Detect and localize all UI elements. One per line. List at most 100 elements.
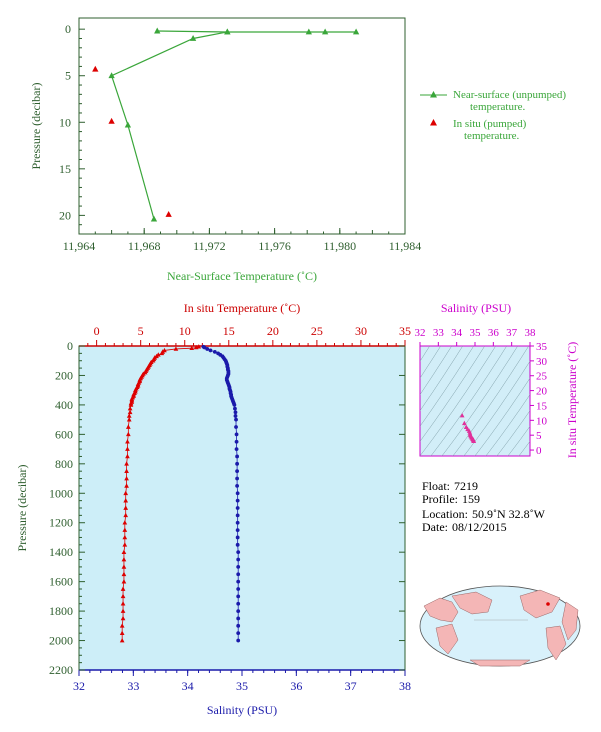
temperature-point xyxy=(173,346,179,351)
temperature-point xyxy=(128,402,134,407)
profile-chart: 0 5 10 15 20 25 30 35 32 33 34 35 36 37 38 0 200 400 600 80… xyxy=(15,301,411,717)
pressure-tick-label: 400 xyxy=(55,398,73,412)
top-y-axis-label: Pressure (decibar) xyxy=(29,83,43,170)
ts-salinity-label: Salinity (PSU) xyxy=(441,301,511,315)
salinity-point xyxy=(234,425,238,429)
temperature-point xyxy=(189,345,195,351)
salinity-point xyxy=(232,403,237,407)
temp-tick-label: 0 xyxy=(94,324,100,338)
salinity-point xyxy=(236,550,241,555)
legend-entry-near-surface-line2: temperature. xyxy=(470,101,526,113)
temperature-point xyxy=(119,637,125,643)
density-contour xyxy=(485,394,530,456)
temperature-point xyxy=(121,579,127,584)
temperature-point xyxy=(127,409,133,415)
legend-green-triangle xyxy=(430,91,437,98)
temperature-point xyxy=(122,534,128,540)
density-contour xyxy=(420,346,453,396)
temperature-point xyxy=(125,453,130,459)
salinity-point xyxy=(235,461,240,466)
profile-series xyxy=(119,344,241,643)
temperature-point xyxy=(120,593,126,599)
info-location: Location: 50.9˚N 32.8˚W xyxy=(422,507,546,521)
density-contour xyxy=(463,360,530,456)
density-contour xyxy=(420,346,431,362)
density-contour xyxy=(496,410,530,456)
salinity-point xyxy=(236,557,241,562)
ts-temp-tick-label: 5 xyxy=(536,430,542,442)
salinity-point xyxy=(235,476,240,481)
top-y-tick-label: 20 xyxy=(59,208,71,222)
top-x-tick-label: 11,980 xyxy=(324,239,357,253)
map-land xyxy=(423,589,579,667)
legend-red-triangle xyxy=(430,119,437,126)
temperature-point xyxy=(123,512,129,518)
info-float: Float: 7219 xyxy=(422,479,478,493)
near-surface-point xyxy=(352,28,360,35)
salinity-point xyxy=(236,579,241,584)
density-contour xyxy=(441,346,519,456)
salinity-point xyxy=(236,594,241,599)
pressure-tick-label: 800 xyxy=(55,457,73,471)
pressure-tick-label: 600 xyxy=(55,427,73,441)
salinity-point xyxy=(234,447,239,451)
temp-tick-label: 20 xyxy=(267,324,279,338)
temp-tick-label: 10 xyxy=(179,324,191,338)
temperature-point xyxy=(124,475,129,481)
salinity-point xyxy=(235,491,240,496)
density-contours xyxy=(420,346,530,456)
density-contour xyxy=(474,377,530,456)
land-north-america xyxy=(519,589,561,619)
ts-temp-tick-label: 0 xyxy=(536,445,542,457)
top-x-axis-label: Near-Surface Temperature (˚C) xyxy=(167,269,317,283)
info-profile: Profile: 159 xyxy=(422,492,480,506)
salinity-tick-label: 35 xyxy=(236,679,248,693)
near-surface-point xyxy=(224,28,231,35)
pressure-tick-label: 1400 xyxy=(49,545,73,559)
temperature-point xyxy=(119,630,125,636)
salinity-point xyxy=(236,565,241,569)
salinity-point xyxy=(235,469,240,474)
salinity-point xyxy=(235,498,240,503)
temperature-point xyxy=(120,608,126,613)
ts-point xyxy=(471,438,477,443)
info-date: Date: 08/12/2015 xyxy=(422,520,507,534)
salinity-point xyxy=(235,520,240,525)
ts-diagram: 32 33 34 35 36 37 38 0 5 10 15 20 25 30 35 Salinity (P… xyxy=(415,301,580,459)
salinity-tick-label: 38 xyxy=(399,679,411,693)
temperature-point xyxy=(121,556,127,562)
density-contour xyxy=(452,346,530,456)
salinity-point xyxy=(235,513,240,518)
ts-point xyxy=(459,412,465,418)
salinity-point xyxy=(236,631,241,636)
salinity-point xyxy=(235,542,240,547)
salinity-point xyxy=(234,439,239,444)
density-contour xyxy=(430,346,508,456)
pressure-tick-label: 2000 xyxy=(49,634,73,648)
ts-temp-tick-label: 10 xyxy=(536,415,548,427)
temp-tick-label: 35 xyxy=(399,324,411,338)
density-contour xyxy=(420,346,486,442)
temperature-point xyxy=(159,350,165,356)
salinity-point xyxy=(233,410,238,415)
density-contour xyxy=(507,425,530,456)
density-contour xyxy=(420,346,442,379)
near-surface-point xyxy=(150,215,158,222)
ts-salinity-tick-label: 32 xyxy=(415,327,426,339)
ts-salinity-tick-label: 34 xyxy=(451,327,463,339)
in-situ-point xyxy=(108,117,115,124)
salinity-point xyxy=(212,349,217,354)
legend-entry-in-situ-line2: temperature. xyxy=(464,130,520,142)
pressure-tick-label: 200 xyxy=(55,368,73,382)
temperature-point xyxy=(196,344,202,349)
land-africa xyxy=(561,601,579,641)
profile-plot-area xyxy=(78,345,406,671)
temperature-point xyxy=(121,564,127,569)
density-contour xyxy=(518,440,530,456)
temperature-point xyxy=(126,431,131,437)
top-plot-frame xyxy=(78,17,406,235)
salinity-tick-label: 37 xyxy=(345,679,357,693)
in-situ-point xyxy=(165,210,172,217)
ts-temp-tick-label: 15 xyxy=(536,400,548,412)
ts-temperature-label: In situ Temperature (˚C) xyxy=(565,342,579,459)
